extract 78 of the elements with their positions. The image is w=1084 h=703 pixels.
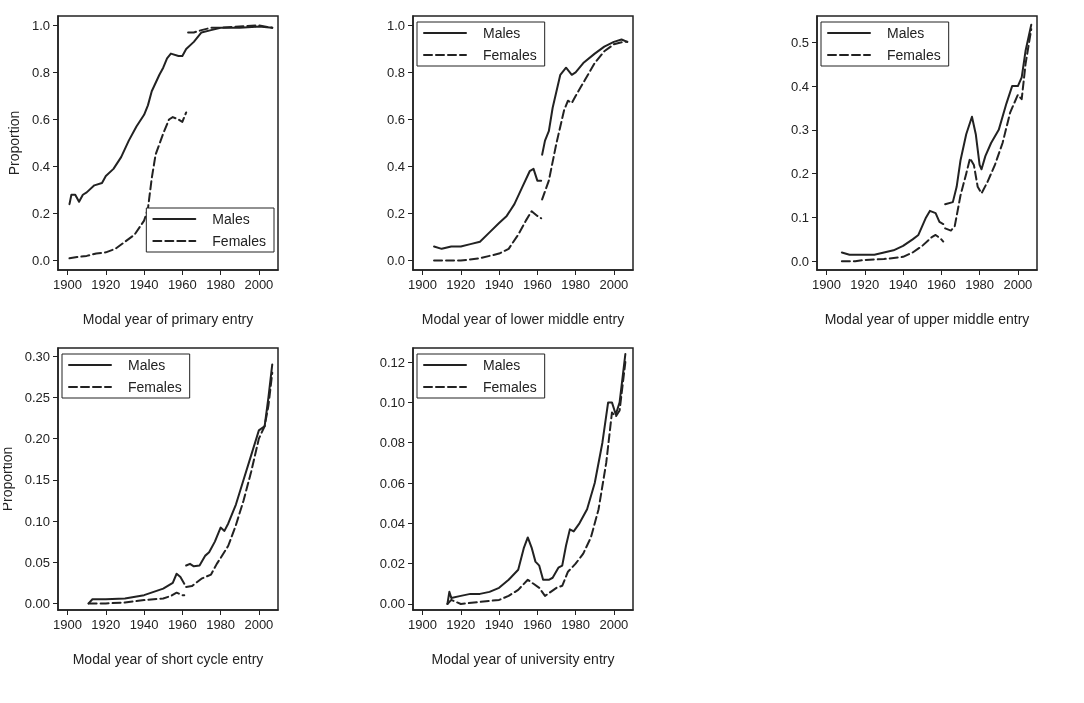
y-tick-label: 0.00: [24, 595, 50, 611]
x-tick-label: 1960: [522, 617, 552, 632]
y-tick-label: 0.6: [386, 111, 405, 127]
x-tick-label: 1980: [206, 617, 236, 632]
x-tick-label: 1940: [129, 277, 159, 292]
legend-label: Males: [212, 211, 250, 227]
x-tick-label: 1900: [812, 277, 842, 292]
x-tick-label: 2000: [244, 617, 274, 632]
y-tick-label: 0.2: [31, 206, 50, 222]
legend-label: Females: [887, 47, 941, 63]
x-tick-label: 1920: [446, 277, 476, 292]
x-axis-title: Modal year of short cycle entry: [72, 651, 264, 667]
legend-label: Females: [483, 379, 537, 395]
x-tick-label: 2000: [1003, 277, 1033, 292]
y-tick-label: 0.4: [31, 159, 50, 175]
x-tick-label: 1960: [522, 277, 552, 292]
y-tick-label: 0.0: [790, 253, 809, 269]
y-tick-label: 0.10: [24, 513, 50, 529]
y-tick-label: 0.0: [386, 253, 405, 269]
y-tick-label: 0.1: [790, 209, 809, 225]
x-tick-label: 1900: [53, 277, 83, 292]
y-tick-label: 0.4: [386, 159, 405, 175]
y-tick-label: 0.4: [790, 78, 809, 94]
x-tick-label: 1980: [206, 277, 236, 292]
y-tick-label: 0.3: [790, 122, 809, 138]
legend-label: Males: [128, 357, 166, 373]
y-axis-title: Proportion: [6, 110, 23, 176]
x-tick-label: 1980: [561, 277, 591, 292]
y-tick-label: 0.0: [31, 253, 50, 269]
x-tick-label: 2000: [599, 617, 629, 632]
legend-label: Males: [483, 357, 521, 373]
legend-label: Females: [483, 47, 537, 63]
y-tick-label: 0.05: [24, 554, 50, 570]
x-axis-title: Modal year of university entry: [431, 651, 615, 667]
x-tick-label: 1940: [888, 277, 918, 292]
x-tick-label: 1900: [53, 617, 83, 632]
y-tick-label: 0.06: [379, 475, 405, 491]
y-tick-label: 0.8: [31, 64, 50, 80]
x-tick-label: 1920: [446, 617, 476, 632]
x-tick-label: 1900: [408, 277, 438, 292]
x-axis-title: Modal year of lower middle entry: [421, 311, 625, 327]
x-tick-label: 1940: [484, 277, 514, 292]
x-tick-label: 1960: [167, 617, 197, 632]
x-tick-label: 1920: [91, 277, 121, 292]
y-tick-label: 0.2: [790, 166, 809, 182]
y-tick-label: 0.15: [24, 472, 50, 488]
y-tick-label: 0.08: [379, 435, 405, 451]
x-tick-label: 1900: [408, 617, 438, 632]
y-tick-label: 0.04: [379, 515, 405, 531]
y-tick-label: 0.25: [24, 389, 50, 405]
legend-label: Males: [483, 25, 521, 41]
y-tick-label: 0.30: [24, 348, 50, 364]
x-tick-label: 1920: [91, 617, 121, 632]
x-tick-label: 1960: [167, 277, 197, 292]
y-tick-label: 0.5: [790, 34, 809, 50]
y-tick-label: 0.00: [379, 596, 405, 612]
x-tick-label: 1940: [129, 617, 159, 632]
y-tick-label: 0.2: [386, 206, 405, 222]
x-tick-label: 2000: [599, 277, 629, 292]
y-tick-label: 1.0: [386, 17, 405, 33]
y-tick-label: 0.12: [379, 354, 405, 370]
legend-label: Males: [887, 25, 925, 41]
x-axis-title: Modal year of primary entry: [82, 311, 254, 327]
legend-label: Females: [212, 233, 266, 249]
x-tick-label: 1960: [926, 277, 956, 292]
x-tick-label: 1920: [850, 277, 880, 292]
y-tick-label: 0.6: [31, 111, 50, 127]
x-tick-label: 1940: [484, 617, 514, 632]
y-tick-label: 0.02: [379, 556, 405, 572]
y-tick-label: 0.10: [379, 394, 405, 410]
y-tick-label: 0.8: [386, 64, 405, 80]
x-tick-label: 1980: [965, 277, 995, 292]
x-axis-title: Modal year of upper middle entry: [824, 311, 1030, 327]
x-tick-label: 2000: [244, 277, 274, 292]
y-tick-label: 0.20: [24, 431, 50, 447]
x-tick-label: 1980: [561, 617, 591, 632]
legend-label: Females: [128, 379, 182, 395]
y-tick-label: 1.0: [31, 17, 50, 33]
